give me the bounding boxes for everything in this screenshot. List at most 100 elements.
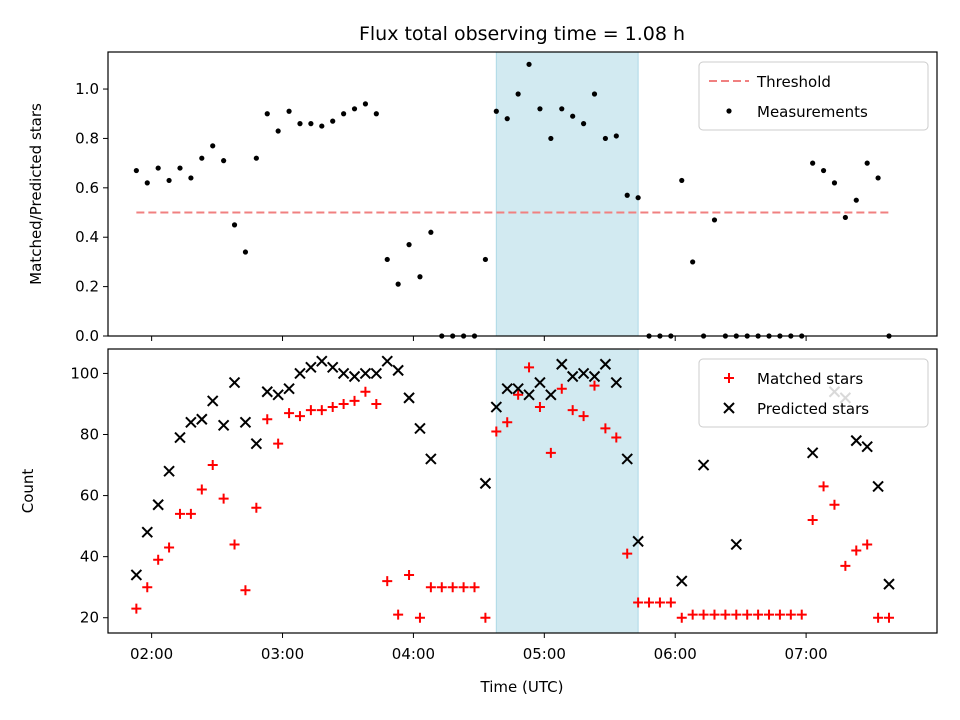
predicted-point — [588, 370, 601, 383]
measurement-point — [373, 111, 379, 117]
predicted-point — [250, 437, 263, 450]
matched-point — [600, 423, 611, 434]
predicted-point — [174, 431, 186, 444]
measurement-point — [602, 135, 609, 142]
x-tick-label: 03:00 — [261, 645, 304, 663]
predicted-point — [501, 382, 513, 395]
measurement-point — [624, 192, 630, 198]
matched-point — [142, 582, 153, 593]
predicted-point — [217, 419, 230, 432]
matched-point — [262, 414, 273, 425]
predicted-point — [381, 355, 393, 367]
matched-point — [567, 405, 578, 416]
predicted-point — [152, 499, 164, 511]
matched-point — [305, 405, 316, 416]
measurement-point — [613, 133, 619, 139]
matched-point — [785, 609, 796, 620]
matched-point — [524, 362, 535, 373]
legend-predicted-swatch — [723, 402, 735, 414]
measurement-point — [864, 160, 870, 166]
predicted-point — [305, 361, 317, 374]
predicted-point — [621, 453, 633, 465]
matched-point — [578, 411, 589, 422]
top-plot: 0.0 0.2 0.4 0.6 0.8 1.0 Matched/Predicted star… — [27, 51, 938, 345]
matched-point — [840, 560, 851, 571]
matched-point — [720, 609, 731, 620]
predicted-point — [348, 370, 361, 383]
measurement-point — [428, 229, 434, 235]
matched-point — [764, 609, 775, 620]
measurement-point — [319, 123, 325, 129]
matched-point — [513, 389, 524, 400]
predicted-point — [479, 477, 492, 490]
matched-point — [862, 539, 873, 550]
matched-point — [404, 569, 415, 580]
predicted-point — [545, 389, 557, 401]
measurement-point — [810, 160, 816, 166]
measurement-point — [210, 143, 216, 149]
measurement-point — [395, 281, 401, 287]
predicted-point — [697, 459, 710, 471]
matched-point — [687, 609, 698, 620]
measurement-point — [177, 165, 183, 171]
predicted-point — [523, 389, 535, 401]
matched-point — [153, 554, 164, 565]
measurement-point — [188, 175, 194, 181]
measurement-point — [275, 128, 281, 134]
predicted-point — [861, 441, 873, 453]
predicted-point — [414, 422, 426, 435]
x-tick-label: 07:00 — [784, 645, 827, 663]
measurement-point — [570, 113, 576, 119]
measurement-point — [504, 116, 510, 122]
matched-point — [218, 493, 229, 504]
matched-point — [644, 597, 655, 608]
measurement-point — [308, 121, 314, 127]
predicted-point — [806, 447, 819, 459]
predicted-point — [326, 361, 339, 374]
predicted-point — [359, 367, 372, 380]
predicted-point — [185, 416, 197, 428]
matched-point — [425, 582, 436, 593]
legend-box — [698, 358, 929, 428]
measurement-point — [690, 259, 696, 265]
matched-point — [447, 582, 458, 593]
predicted-point — [534, 376, 546, 389]
x-tick-label: 05:00 — [523, 645, 566, 663]
matched-point — [240, 585, 251, 596]
matched-point — [229, 539, 240, 550]
measurement-point — [384, 256, 390, 263]
matched-point — [829, 499, 840, 510]
highlight-span — [495, 51, 639, 337]
legend-matched-swatch — [724, 373, 734, 383]
matched-point — [480, 612, 491, 623]
predicted-point — [599, 358, 612, 370]
predicted-point — [316, 355, 328, 367]
measurement-point — [144, 180, 150, 186]
matched-point — [491, 426, 502, 437]
matched-point — [382, 576, 393, 587]
matched-point — [589, 380, 600, 391]
matched-point — [174, 508, 185, 519]
predicted-point — [228, 376, 241, 389]
measurement-point — [253, 155, 259, 161]
legend-box — [698, 61, 929, 131]
measurement-point — [155, 165, 161, 171]
measurement-point — [341, 111, 347, 117]
matched-point — [273, 438, 284, 449]
measurement-point — [831, 180, 838, 186]
legend-measurement-swatch — [726, 108, 732, 114]
predicted-point — [130, 569, 143, 581]
measurement-point — [853, 197, 859, 203]
measurement-point — [231, 222, 238, 228]
matched-point — [807, 515, 818, 526]
measurement-point — [242, 249, 249, 255]
matched-point — [436, 582, 447, 593]
measurement-point — [199, 155, 205, 161]
predicted-point — [850, 434, 862, 447]
measurement-point — [482, 256, 489, 263]
predicted-point — [676, 575, 688, 587]
measurement-point — [493, 108, 499, 114]
y-tick-label: 0.4 — [75, 228, 99, 246]
measurement-point — [820, 167, 827, 174]
predicted-point — [577, 367, 590, 380]
